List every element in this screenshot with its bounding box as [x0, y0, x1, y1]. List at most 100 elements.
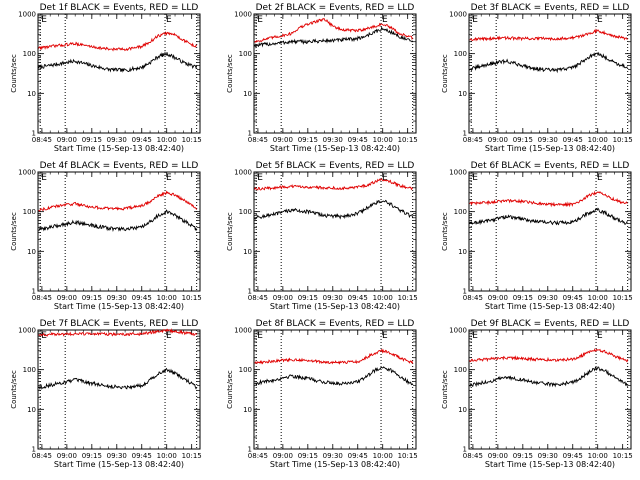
y-tick-label: 10: [458, 90, 467, 98]
y-axis-label: Counts/sec: [441, 370, 449, 409]
lld-series-line: [469, 348, 629, 363]
x-tick-label: 09:30: [107, 294, 127, 302]
y-tick-label: 1000: [234, 11, 252, 19]
y-tick-label: 1000: [449, 11, 467, 19]
marker-letter: E: [41, 15, 47, 25]
x-tick-label: 10:00: [588, 136, 608, 144]
marker-letter: E: [41, 331, 47, 341]
plot-frame: [253, 171, 417, 292]
panel-title: Det 8f BLACK = Events, RED = LLD: [256, 319, 415, 329]
x-tick-label: 09:30: [107, 136, 127, 144]
x-tick-label: 09:00: [57, 294, 77, 302]
y-tick-label: 100: [23, 366, 36, 374]
x-tick-label: 09:45: [348, 452, 368, 460]
marker-letter: E: [257, 331, 263, 341]
x-tick-label: 10:15: [398, 452, 418, 460]
events-series-line: [469, 51, 628, 74]
x-tick-label: 10:00: [157, 136, 177, 144]
marker-letter: E: [166, 331, 172, 341]
x-tick-label: 09:00: [488, 136, 508, 144]
x-axis-label: Start Time (15-Sep-13 08:42:40): [485, 144, 615, 153]
plot-frame: [468, 329, 632, 450]
y-tick-label: 1000: [449, 327, 467, 335]
x-tick-label: 09:00: [488, 452, 508, 460]
panel-title: Det 3f BLACK = Events, RED = LLD: [471, 3, 630, 13]
x-axis-label: Start Time (15-Sep-13 08:42:40): [54, 460, 184, 469]
detector-panel-8: Det 8f BLACK = Events, RED = LLD 1 10 100 10…: [226, 319, 418, 469]
y-tick-label: 10: [243, 406, 252, 414]
plot-frame: [253, 329, 417, 450]
x-tick-label: 09:45: [132, 136, 152, 144]
x-tick-label: 10:15: [613, 452, 633, 460]
x-tick-label: 09:45: [348, 136, 368, 144]
y-tick-label: 1: [248, 446, 252, 454]
x-axis-label: Start Time (15-Sep-13 08:42:40): [54, 302, 184, 311]
plot-frame: [253, 13, 417, 134]
panel-title: Det 6f BLACK = Events, RED = LLD: [471, 161, 630, 171]
y-tick-label: 1000: [18, 327, 36, 335]
y-tick-label: 1: [463, 288, 467, 296]
y-tick-label: 1: [32, 288, 36, 296]
y-tick-label: 1000: [234, 169, 252, 177]
panel-title: Det 4f BLACK = Events, RED = LLD: [40, 161, 199, 171]
events-series-line: [254, 26, 414, 49]
x-tick-label: 08:45: [248, 294, 268, 302]
x-tick-label: 10:00: [588, 452, 608, 460]
x-tick-label: 09:00: [273, 452, 293, 460]
x-tick-label: 09:15: [298, 136, 318, 144]
x-tick-label: 10:15: [182, 294, 202, 302]
detector-panel-2: Det 2f BLACK = Events, RED = LLD 1 10 100 10…: [226, 3, 418, 153]
x-tick-label: 09:45: [563, 136, 583, 144]
y-tick-label: 10: [27, 406, 36, 414]
events-series-line: [469, 207, 628, 226]
x-tick-label: 08:45: [248, 136, 268, 144]
x-tick-label: 09:30: [323, 136, 343, 144]
y-tick-label: 100: [23, 208, 36, 216]
marker-letter: E: [472, 15, 478, 25]
x-tick-label: 10:15: [398, 294, 418, 302]
x-axis-label: Start Time (15-Sep-13 08:42:40): [270, 302, 400, 311]
x-tick-label: 10:15: [613, 294, 633, 302]
x-tick-label: 08:45: [248, 452, 268, 460]
x-tick-label: 09:30: [323, 294, 343, 302]
detector-panel-7: Det 7f BLACK = Events, RED = LLD 1 10 100 10…: [10, 319, 202, 469]
y-axis-label: Counts/sec: [226, 212, 234, 251]
detector-panel-6: Det 6f BLACK = Events, RED = LLD 1 10 100 10…: [441, 161, 633, 311]
lld-series-line: [38, 190, 198, 212]
events-series-line: [38, 209, 198, 233]
marker-letter: E: [257, 15, 263, 25]
x-axis-label: Start Time (15-Sep-13 08:42:40): [54, 144, 184, 153]
x-tick-label: 10:00: [373, 452, 393, 460]
plot-frame: [37, 13, 201, 134]
y-tick-label: 10: [243, 90, 252, 98]
marker-letter: E: [166, 173, 172, 183]
detector-panel-4: Det 4f BLACK = Events, RED = LLD 1 10 100 10…: [10, 161, 202, 311]
events-series-line: [38, 51, 198, 73]
marker-letter: E: [382, 173, 388, 183]
marker-letter: E: [597, 15, 603, 25]
x-tick-label: 09:45: [132, 452, 152, 460]
y-tick-label: 1: [248, 288, 252, 296]
x-tick-label: 09:00: [57, 452, 77, 460]
panel-title: Det 9f BLACK = Events, RED = LLD: [471, 319, 630, 329]
x-tick-label: 09:30: [538, 136, 558, 144]
y-tick-label: 100: [454, 208, 467, 216]
x-tick-label: 09:15: [82, 452, 102, 460]
y-axis-label: Counts/sec: [226, 54, 234, 93]
y-axis-label: Counts/sec: [10, 54, 18, 93]
x-axis-label: Start Time (15-Sep-13 08:42:40): [270, 460, 400, 469]
x-tick-label: 09:30: [107, 452, 127, 460]
lld-series-line: [469, 28, 628, 42]
y-axis-label: Counts/sec: [441, 212, 449, 251]
y-tick-label: 1: [248, 130, 252, 138]
lld-series-line: [469, 190, 628, 208]
y-tick-label: 1000: [18, 11, 36, 19]
y-tick-label: 100: [239, 366, 252, 374]
x-tick-label: 10:15: [398, 136, 418, 144]
x-tick-label: 10:15: [182, 452, 202, 460]
y-tick-label: 1: [32, 130, 36, 138]
x-tick-label: 09:15: [513, 136, 533, 144]
x-tick-label: 09:45: [563, 294, 583, 302]
x-tick-label: 09:15: [298, 294, 318, 302]
